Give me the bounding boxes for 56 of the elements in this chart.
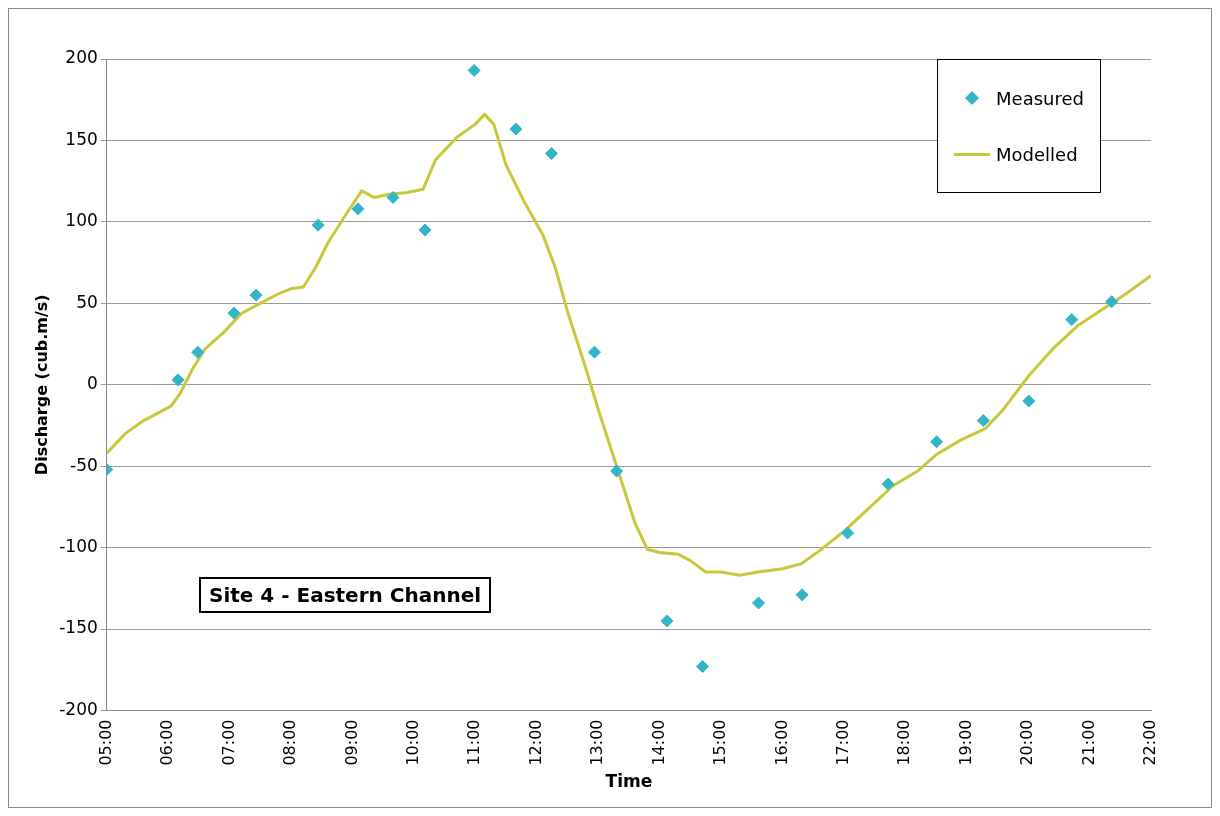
point xyxy=(976,414,990,428)
point xyxy=(930,435,944,449)
point xyxy=(418,223,432,237)
point xyxy=(752,596,765,610)
x-tick-label: 19:00 xyxy=(955,719,975,766)
legend-label: Measured xyxy=(996,87,1084,109)
point xyxy=(509,122,523,136)
point xyxy=(311,218,325,232)
x-tick-label: 22:00 xyxy=(1140,719,1160,766)
point xyxy=(841,526,855,540)
x-tick-label: 07:00 xyxy=(218,719,238,766)
x-tick-label: 18:00 xyxy=(894,719,914,766)
y-tick-label: 50 xyxy=(76,291,98,312)
y-tick-label: -50 xyxy=(70,454,98,475)
x-tick-label: 21:00 xyxy=(1078,719,1098,766)
x-tick-label: 17:00 xyxy=(833,719,853,766)
point xyxy=(171,373,185,387)
x-tick-label: 20:00 xyxy=(1017,719,1037,766)
x-tick-label: 13:00 xyxy=(587,719,607,766)
legend-label: Modelled xyxy=(996,143,1078,165)
point xyxy=(587,345,601,359)
point xyxy=(227,306,241,320)
x-tick-label: 05:00 xyxy=(95,719,115,766)
y-tick-label: 200 xyxy=(65,47,98,68)
x-tick-label: 12:00 xyxy=(525,719,545,766)
y-tick-label: 0 xyxy=(86,373,98,394)
point xyxy=(351,202,365,216)
point xyxy=(696,660,710,674)
point xyxy=(881,477,895,491)
point xyxy=(1022,394,1036,408)
point xyxy=(1105,295,1119,309)
point xyxy=(545,146,558,160)
x-tick-label: 11:00 xyxy=(464,719,484,766)
y-tick-label: 150 xyxy=(65,128,98,149)
point xyxy=(610,464,624,478)
x-tick-label: 14:00 xyxy=(648,719,668,766)
x-tick-label: 10:00 xyxy=(403,719,423,766)
point xyxy=(386,190,400,204)
point xyxy=(660,614,674,628)
point xyxy=(795,588,809,602)
y-tick-label: -200 xyxy=(59,698,98,719)
x-tick-label: 16:00 xyxy=(771,719,791,766)
x-tick-label: 08:00 xyxy=(280,719,300,766)
y-tick-label: -150 xyxy=(59,617,98,638)
x-tick-label: 09:00 xyxy=(341,719,361,766)
y-tick-label: -100 xyxy=(59,536,98,557)
point xyxy=(249,288,263,302)
x-tick-label: 15:00 xyxy=(710,719,730,766)
point xyxy=(467,63,481,77)
annotation: Site 4 - Eastern Channel xyxy=(199,577,492,613)
y-tick-label: 100 xyxy=(65,210,98,231)
x-axis-title: Time xyxy=(605,771,653,792)
point xyxy=(1065,313,1079,327)
point xyxy=(191,345,205,359)
y-axis-title: Discharge (cub.m/s) xyxy=(31,294,51,476)
x-tick-label: 06:00 xyxy=(157,719,177,766)
